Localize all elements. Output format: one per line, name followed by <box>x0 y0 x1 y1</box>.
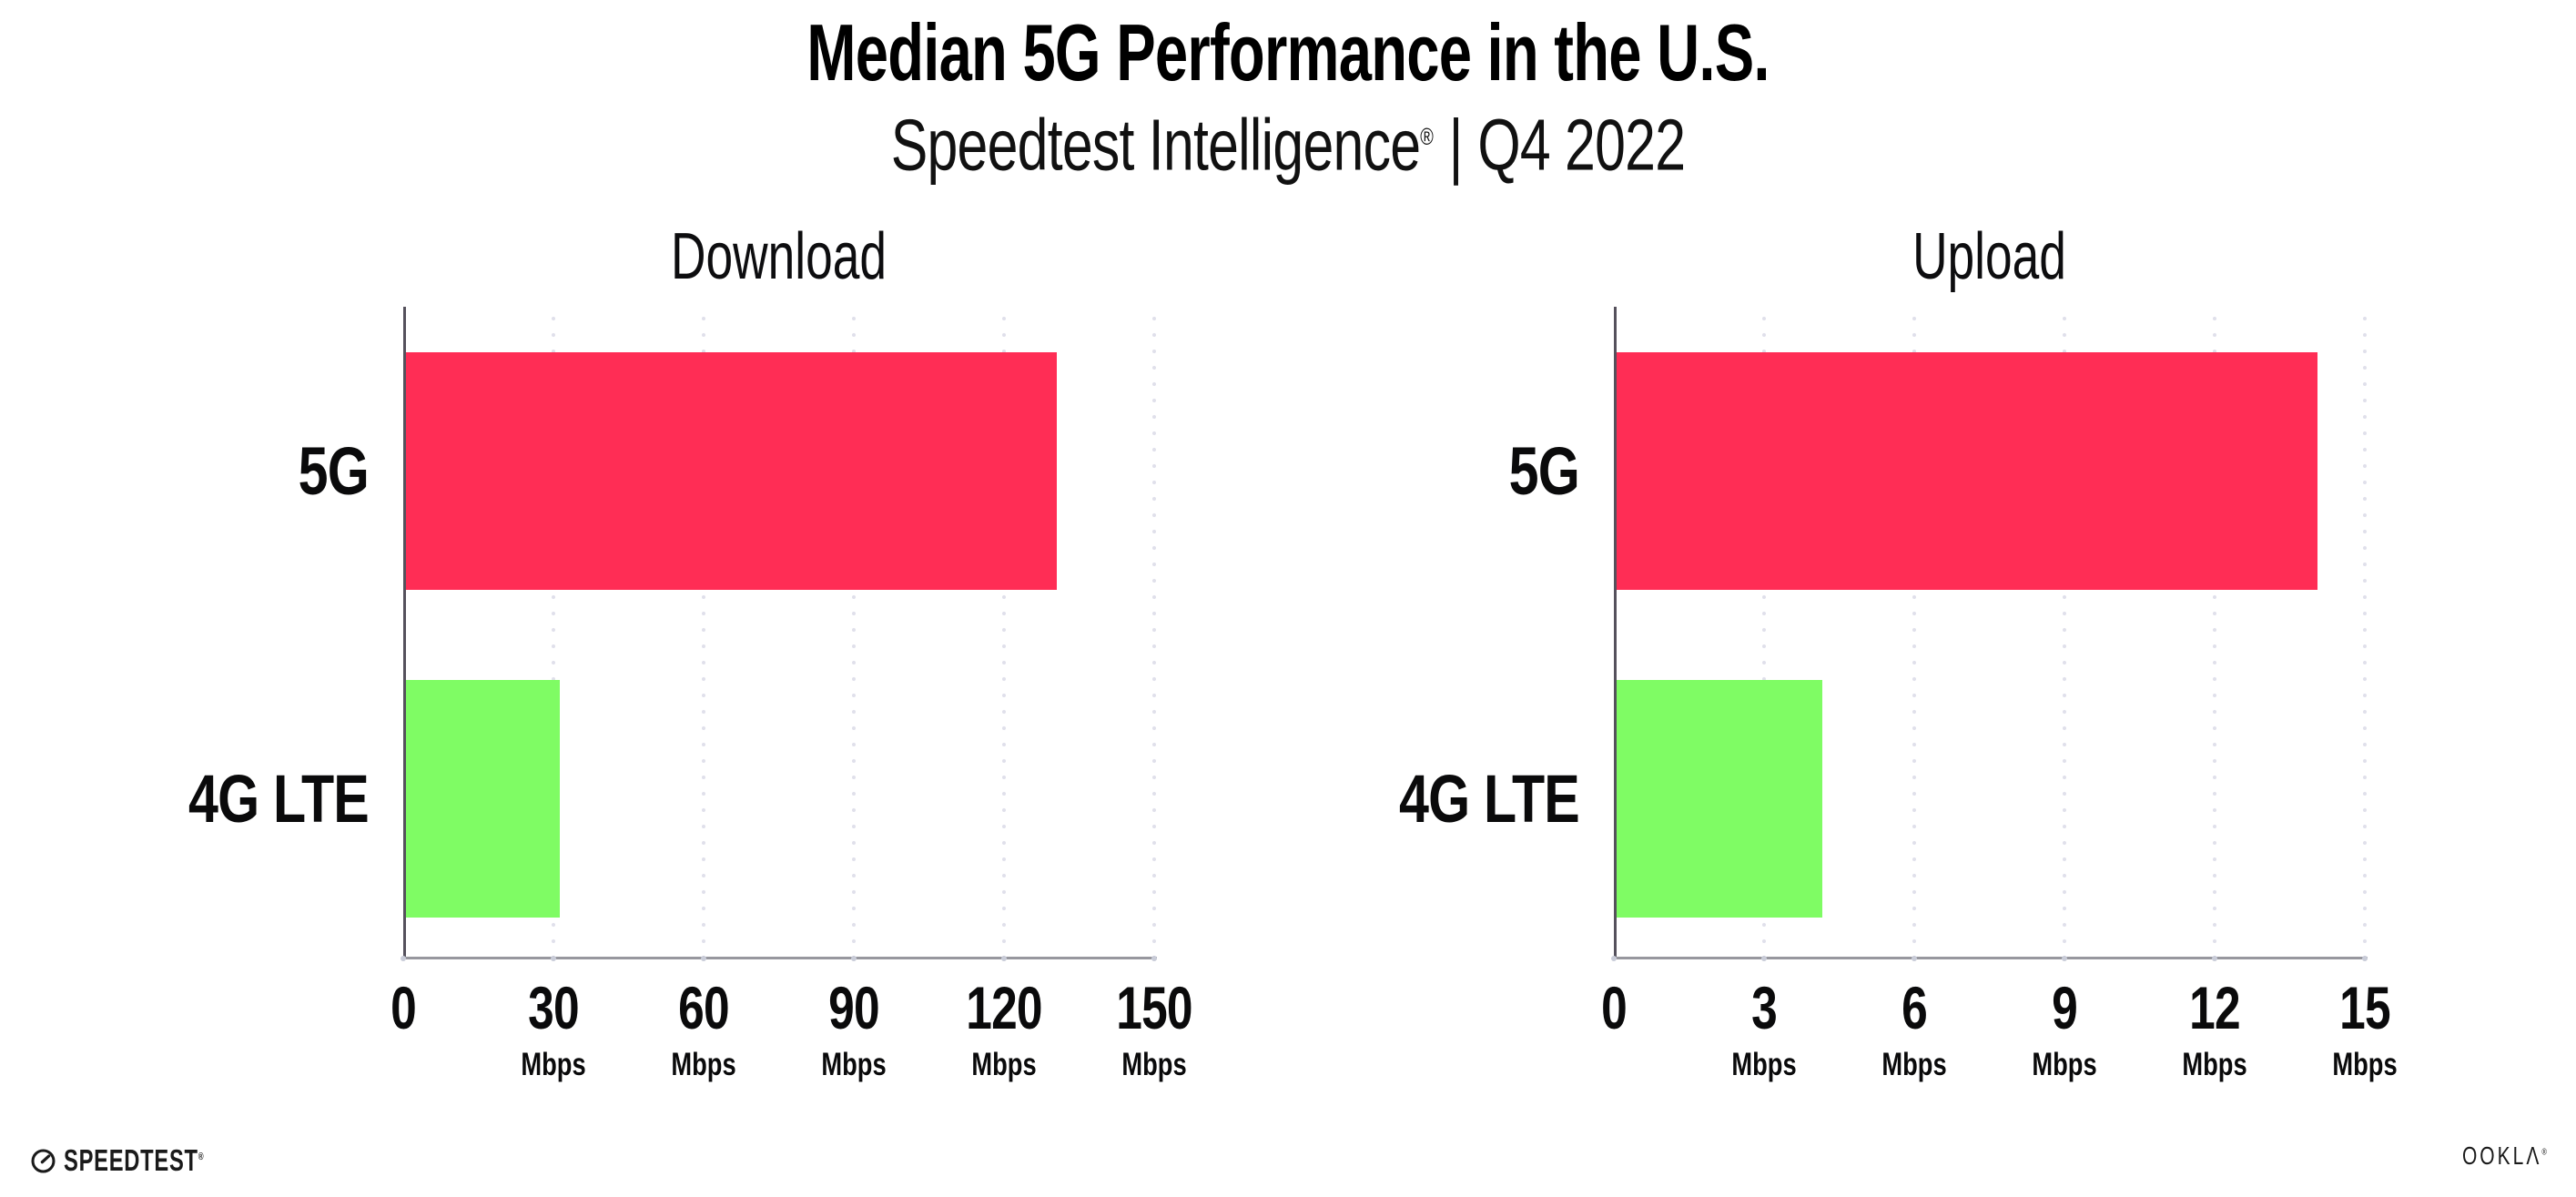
trademark-mark: ® <box>198 1151 204 1162</box>
plot-area-upload <box>1611 307 2368 961</box>
x-axis-line <box>1614 957 2368 959</box>
x-tick-15: 15 Mbps <box>2294 974 2436 1082</box>
x-tick-6: 6 Mbps <box>1843 974 1985 1082</box>
speedtest-wordmark: SPEEDTEST® <box>64 1143 204 1177</box>
axis-tick-dot <box>551 956 556 961</box>
x-tick-60: 60 Mbps <box>633 974 775 1082</box>
axis-tick-dot <box>1001 956 1007 961</box>
x-tick-value: 9 <box>2052 974 2078 1041</box>
x-tick-unit: Mbps <box>971 1047 1037 1082</box>
chart-title-download: Download <box>671 220 887 293</box>
x-tick-value: 0 <box>390 974 417 1041</box>
speedtest-gauge-icon <box>31 1149 56 1172</box>
axis-tick-dot <box>1611 956 1617 961</box>
chart-download: Download 5G 4G LTE 0 30 Mbps 60 Mbps 90 Mbps 120 Mb… <box>188 0 1193 1197</box>
x-tick-unit: Mbps <box>671 1047 736 1082</box>
x-tick-value: 3 <box>1751 974 1778 1041</box>
chart-upload: Upload 5G 4G LTE 0 3 Mbps 6 Mbps 9 Mbps 12 Mbps 15 Mb… <box>1399 0 2398 1197</box>
chart-title-upload: Upload <box>1912 220 2066 293</box>
category-label-5g: 5G <box>1508 432 1580 509</box>
gridline-9-mbps <box>2063 307 2066 959</box>
x-tick-120: 120 Mbps <box>933 974 1075 1082</box>
gridline-15-mbps <box>2363 307 2367 959</box>
x-tick-unit: Mbps <box>1121 1047 1187 1082</box>
y-axis-line <box>403 307 406 959</box>
x-tick-unit: Mbps <box>2182 1047 2247 1082</box>
gridline-60-mbps <box>702 307 705 959</box>
x-tick-0: 0 <box>1543 974 1685 1041</box>
x-tick-value: 120 <box>966 974 1042 1041</box>
plot-area-download <box>401 307 1157 961</box>
x-tick-30: 30 Mbps <box>482 974 624 1082</box>
axis-tick-dot <box>1761 956 1767 961</box>
category-label-4g-lte: 4G LTE <box>1398 760 1580 837</box>
x-tick-unit: Mbps <box>2032 1047 2097 1082</box>
x-tick-value: 15 <box>2339 974 2390 1041</box>
gridline-120-mbps <box>1002 307 1006 959</box>
y-axis-line <box>1614 307 1617 959</box>
ookla-wordmark: OOKLΛ <box>2462 1141 2542 1170</box>
x-tick-value: 0 <box>1601 974 1628 1041</box>
registered-mark: ® <box>1420 123 1434 150</box>
bar-5g-upload <box>1617 352 2317 590</box>
gridline-6-mbps <box>1912 307 1916 959</box>
axis-tick-dot <box>851 956 857 961</box>
axis-tick-dot <box>2362 956 2368 961</box>
gridline-12-mbps <box>2213 307 2216 959</box>
x-tick-12: 12 Mbps <box>2144 974 2286 1082</box>
axis-tick-dot <box>701 956 706 961</box>
subtitle-separator: | <box>1448 104 1464 186</box>
x-tick-value: 12 <box>2189 974 2240 1041</box>
x-tick-unit: Mbps <box>521 1047 586 1082</box>
subtitle-brand: Speedtest Intelligence <box>890 104 1421 186</box>
bar-5g-download <box>406 352 1057 590</box>
axis-tick-dot <box>401 956 406 961</box>
gridline-150-mbps <box>1152 307 1156 959</box>
x-axis-line <box>403 957 1157 959</box>
x-tick-90: 90 Mbps <box>783 974 925 1082</box>
bar-4g-lte-download <box>406 680 560 918</box>
x-tick-150: 150 Mbps <box>1083 974 1225 1082</box>
x-tick-value: 150 <box>1116 974 1192 1041</box>
x-tick-0: 0 <box>332 974 474 1041</box>
x-tick-unit: Mbps <box>2332 1047 2398 1082</box>
bar-4g-lte-upload <box>1617 680 1822 918</box>
x-tick-value: 60 <box>678 974 729 1041</box>
axis-tick-dot <box>2212 956 2217 961</box>
gridline-3-mbps <box>1762 307 1766 959</box>
x-tick-value: 90 <box>828 974 879 1041</box>
x-tick-unit: Mbps <box>821 1047 887 1082</box>
speedtest-logo: SPEEDTEST® <box>31 1140 258 1182</box>
axis-tick-dot <box>2062 956 2067 961</box>
gridline-30-mbps <box>552 307 555 959</box>
ookla-registered-mark: ® <box>2541 1147 2547 1158</box>
ookla-logo: OOKLΛ® <box>2462 1141 2547 1171</box>
page-subtitle: Speedtest Intelligence® | Q4 2022 <box>309 95 2267 188</box>
category-label-5g: 5G <box>298 432 370 509</box>
category-label-4g-lte: 4G LTE <box>188 760 370 837</box>
x-tick-value: 30 <box>528 974 579 1041</box>
subtitle-period: Q4 2022 <box>1477 104 1686 186</box>
x-tick-value: 6 <box>1902 974 1928 1041</box>
page-title: Median 5G Performance in the U.S. <box>806 7 1770 97</box>
x-tick-3: 3 Mbps <box>1693 974 1835 1082</box>
gridline-90-mbps <box>852 307 856 959</box>
axis-tick-dot <box>1151 956 1157 961</box>
x-tick-unit: Mbps <box>1881 1047 1947 1082</box>
axis-tick-dot <box>1912 956 1917 961</box>
x-tick-unit: Mbps <box>1731 1047 1797 1082</box>
x-tick-9: 9 Mbps <box>1993 974 2135 1082</box>
